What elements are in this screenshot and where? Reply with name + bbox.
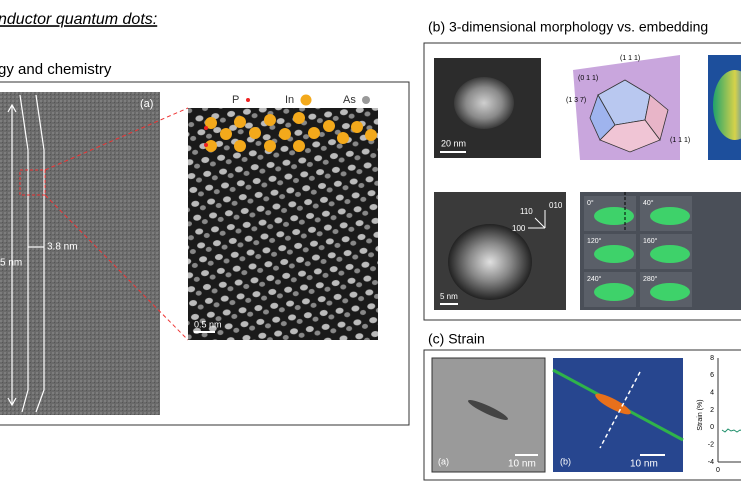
dot: [467, 400, 509, 420]
legend-dot: [246, 98, 250, 102]
blob: [650, 245, 690, 263]
y-axis-label: Strain (%): [697, 399, 704, 430]
section-title: (c) Strain: [428, 331, 485, 347]
dot: [448, 224, 532, 300]
y-ticks: 8 6 4 2 0 -2 -4: [708, 355, 714, 466]
legend-label: P: [232, 94, 239, 106]
in-atoms: [205, 112, 377, 152]
scale-label: 10 nm: [630, 459, 658, 470]
section-title: (b) 3-dimensional morphology vs. embeddi…: [428, 19, 708, 35]
zoom-line: [44, 194, 189, 341]
y-tick-label: -4: [708, 459, 714, 466]
tem-image: [431, 357, 546, 473]
blob: [594, 245, 634, 263]
legend-label: In: [285, 94, 294, 106]
blob: [650, 283, 690, 301]
direction-label: 110: [520, 207, 533, 216]
tem-image: [0, 92, 160, 415]
profile-line: [599, 371, 641, 449]
legend-dot: [362, 96, 370, 104]
strain-map: [553, 358, 683, 472]
rotations: 0° 40° 120° 160° 240° 280°: [584, 196, 692, 307]
blob: [594, 283, 634, 301]
angle-label: 40°: [643, 199, 654, 207]
zoom-line: [44, 107, 189, 171]
zoom-box: [19, 169, 46, 196]
angle-label: 240°: [587, 275, 602, 283]
facet-label: (1 3 7): [566, 97, 586, 104]
image-label: (b): [560, 456, 571, 466]
panel-frame: [0, 81, 410, 426]
facet-label: (0 1 1): [578, 75, 598, 82]
angle-label: 0°: [587, 199, 594, 207]
panel-frame: [423, 42, 741, 321]
outline: [7, 94, 45, 413]
scale-label: 20 nm: [441, 138, 466, 148]
axes: [528, 210, 546, 229]
blob: [594, 207, 634, 225]
angle-label: 160°: [643, 237, 658, 245]
y-tick-label: 0: [710, 424, 714, 431]
image-label: (a): [140, 98, 153, 110]
hrtem-image: [188, 108, 378, 340]
legend-dot: [300, 94, 312, 106]
angle-label: 120°: [587, 237, 602, 245]
x-tick-label: 0: [716, 467, 720, 474]
panel-frame: [423, 349, 741, 481]
facet-label: (1 1 1): [670, 137, 690, 144]
legend-label: As: [343, 94, 356, 106]
width-label: 3.8 nm: [47, 242, 78, 253]
direction-label: 010: [549, 201, 563, 210]
profile: [721, 428, 741, 433]
y-tick-label: 6: [710, 372, 714, 379]
strain-blob: [595, 393, 631, 415]
dot: [454, 77, 514, 129]
y-tick-label: 8: [710, 355, 714, 362]
y-tick-label: 4: [710, 390, 714, 397]
subtitle: gy and chemistry: [0, 61, 112, 78]
polyhedron: [589, 79, 669, 153]
image-label: (a): [438, 456, 449, 466]
y-tick-label: -2: [708, 442, 714, 449]
y-tick-label: 2: [710, 407, 714, 414]
angle-label: 280°: [643, 275, 658, 283]
surface: [713, 70, 741, 140]
p-atom: [204, 126, 208, 130]
scale-label: 10 nm: [508, 459, 536, 470]
blob: [650, 207, 690, 225]
scale-label: 0.5 nm: [194, 319, 222, 329]
facet-label: (1 1 1): [620, 55, 640, 62]
title: nductor quantum dots:: [0, 11, 157, 28]
height-label: 5 nm: [0, 258, 22, 269]
direction-label: 100: [512, 224, 526, 233]
p-atom: [204, 143, 208, 147]
scale-label: 5 nm: [440, 292, 458, 301]
